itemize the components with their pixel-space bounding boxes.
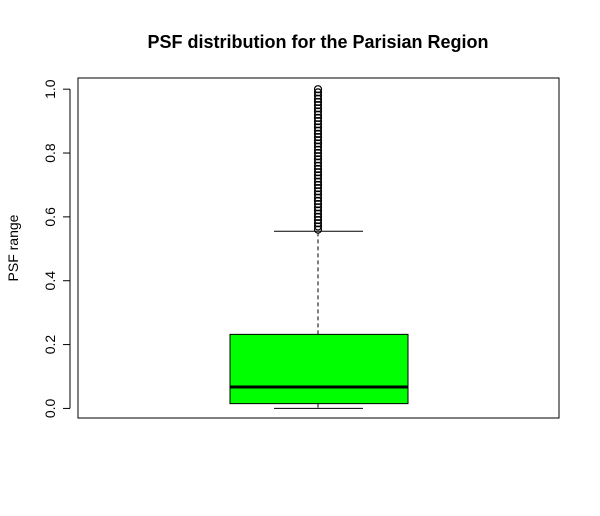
- outlier-point: [313, 212, 323, 221]
- outlier-point: [313, 91, 323, 100]
- outlier-point: [313, 177, 323, 186]
- box-group: [229, 85, 409, 409]
- outlier-point: [313, 219, 323, 228]
- outlier-point: [313, 161, 323, 170]
- outlier-point: [313, 190, 323, 199]
- outlier-point: [313, 126, 323, 135]
- outlier-point: [313, 174, 323, 183]
- outlier-point: [313, 120, 323, 129]
- outlier-point: [313, 101, 323, 110]
- outlier-point: [313, 187, 323, 196]
- outlier-point: [313, 97, 323, 107]
- outlier-point: [313, 193, 323, 202]
- outlier-point: [313, 110, 323, 119]
- outlier-point: [313, 209, 323, 218]
- outlier-point: [313, 158, 323, 167]
- outlier-point: [313, 136, 323, 145]
- outlier-point: [313, 225, 323, 234]
- outlier-point: [313, 123, 323, 132]
- y-axis-label: PSF range: [5, 214, 21, 281]
- outlier-point: [313, 180, 323, 190]
- outlier-point: [313, 206, 323, 215]
- outlier-point: [313, 132, 323, 142]
- outlier-point: [313, 215, 323, 225]
- outlier-point: [313, 145, 323, 154]
- outlier-point: [313, 104, 323, 113]
- y-tick-label: 0.8: [42, 143, 58, 163]
- y-tick-label: 0.4: [42, 271, 58, 291]
- outlier-point: [313, 196, 323, 206]
- outlier-point: [313, 155, 323, 164]
- y-tick-label: 0.2: [42, 335, 58, 355]
- outlier-point: [313, 94, 323, 103]
- outlier-point: [313, 152, 323, 161]
- y-tick-label: 1.0: [42, 79, 58, 99]
- outlier-point: [313, 139, 323, 148]
- outlier-point: [313, 129, 323, 138]
- outlier-point: [313, 148, 323, 158]
- iqr-box: [229, 333, 409, 405]
- outlier-point: [313, 184, 323, 193]
- outlier-point: [313, 222, 323, 231]
- outlier-point: [313, 116, 323, 126]
- outlier-point: [313, 168, 323, 177]
- outlier-point: [313, 142, 323, 151]
- outlier-point: [313, 113, 323, 123]
- outlier-point: [313, 164, 323, 174]
- plot-frame: [77, 77, 560, 419]
- y-axis: 0.0 0.2 0.4 0.6 0.8 1.0: [42, 79, 71, 418]
- outlier-point: [313, 85, 323, 94]
- outlier-point: [313, 171, 323, 180]
- y-tick-label: 0.0: [42, 398, 58, 418]
- y-tick-label: 0.6: [42, 207, 58, 227]
- outlier-point: [313, 203, 323, 212]
- chart-title: PSF distribution for the Parisian Region: [147, 32, 488, 52]
- outlier-point: [313, 107, 323, 116]
- outlier-point: [313, 88, 323, 97]
- outlier-point: [313, 200, 323, 209]
